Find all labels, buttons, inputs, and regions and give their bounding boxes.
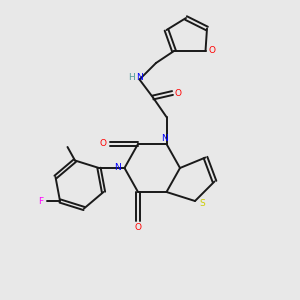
Text: F: F xyxy=(38,196,43,206)
Text: O: O xyxy=(208,46,216,56)
Text: N: N xyxy=(162,134,168,143)
Text: O: O xyxy=(99,140,106,148)
Text: N: N xyxy=(136,73,143,82)
Text: O: O xyxy=(134,223,142,232)
Text: N: N xyxy=(115,164,121,172)
Text: O: O xyxy=(174,88,182,98)
Text: H: H xyxy=(128,73,134,82)
Text: S: S xyxy=(200,199,206,208)
